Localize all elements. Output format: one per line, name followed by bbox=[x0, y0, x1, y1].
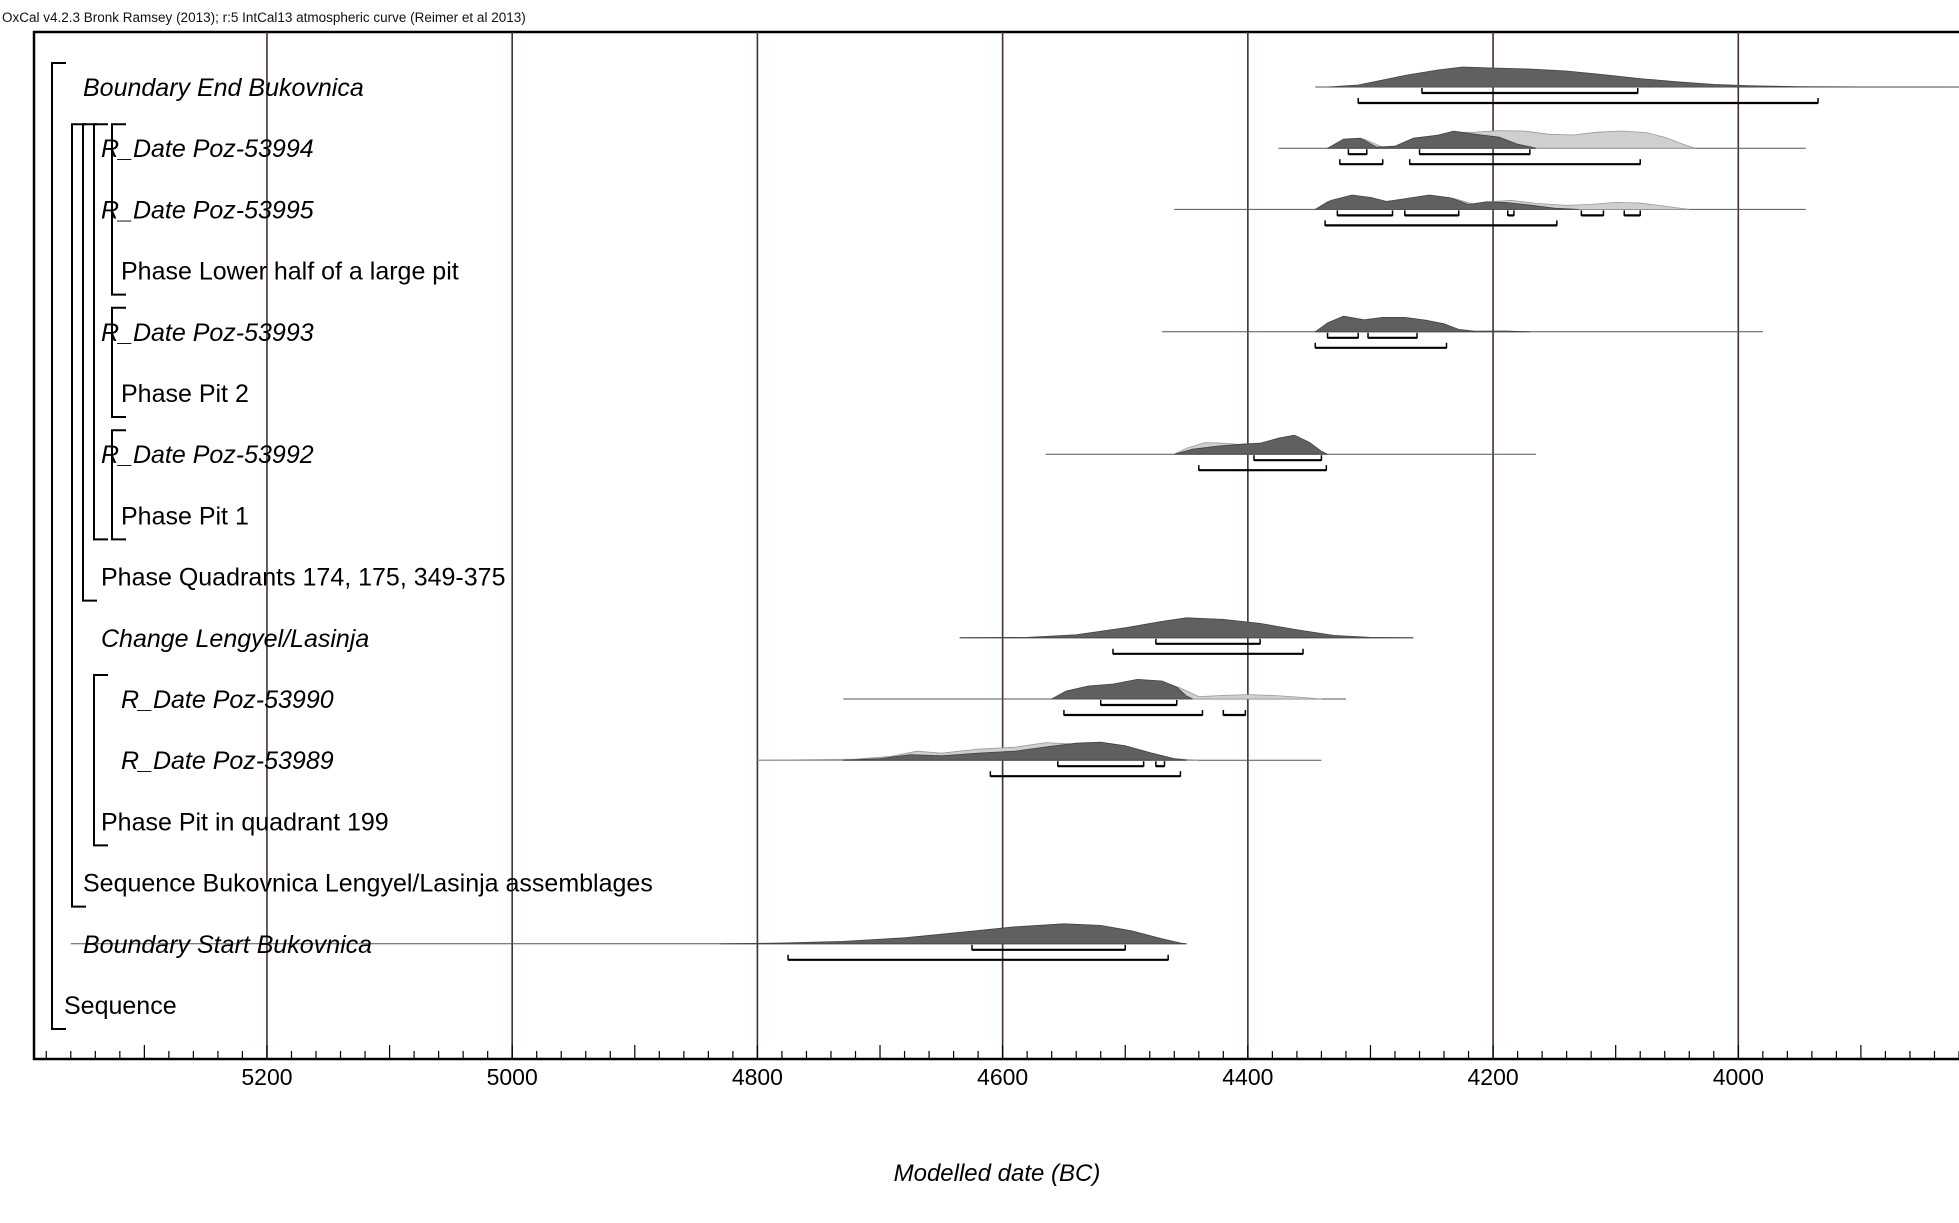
x-axis-label: Modelled date (BC) bbox=[894, 1160, 1101, 1187]
hierarchy-bracket bbox=[71, 123, 86, 908]
x-tick-label: 5200 bbox=[241, 1064, 292, 1090]
chart-header-caption: OxCal v4.2.3 Bronk Ramsey (2013); r:5 In… bbox=[2, 10, 526, 25]
row-label: R_Date Poz-53995 bbox=[101, 196, 314, 224]
row-label: Sequence bbox=[64, 992, 177, 1020]
x-tick-label: 4000 bbox=[1713, 1064, 1764, 1090]
row-label: Phase Pit in quadrant 199 bbox=[101, 808, 389, 836]
hierarchy-bracket bbox=[93, 123, 108, 541]
row-label: Boundary End Bukovnica bbox=[83, 74, 364, 102]
x-tick-label: 4600 bbox=[977, 1064, 1028, 1090]
posterior-distribution bbox=[1326, 130, 1537, 149]
posterior-distribution bbox=[720, 923, 1187, 945]
hierarchy-bracket bbox=[111, 123, 126, 296]
row-label: Boundary Start Bukovnica bbox=[83, 931, 372, 959]
posterior-distribution bbox=[1051, 678, 1193, 700]
x-tick-label: 4400 bbox=[1222, 1064, 1273, 1090]
hierarchy-bracket bbox=[82, 123, 97, 602]
row-label: R_Date Poz-53993 bbox=[101, 319, 314, 347]
row-label: R_Date Poz-53989 bbox=[121, 747, 334, 775]
hierarchy-bracket bbox=[111, 429, 126, 541]
row-label: R_Date Poz-53994 bbox=[101, 135, 314, 163]
row-label: Phase Lower half of a large pit bbox=[121, 258, 459, 286]
row-label: Change Lengyel/Lasinja bbox=[101, 625, 369, 653]
posterior-distribution bbox=[1314, 315, 1530, 333]
row-label: R_Date Poz-53990 bbox=[121, 686, 334, 714]
hierarchy-bracket bbox=[111, 306, 126, 418]
hierarchy-bracket bbox=[93, 674, 108, 847]
posterior-distribution bbox=[959, 617, 1414, 639]
hierarchy-bracket bbox=[51, 62, 66, 1030]
row-label: Phase Pit 2 bbox=[121, 380, 249, 408]
posterior-distribution bbox=[1174, 434, 1328, 455]
posterior-distribution bbox=[843, 741, 1187, 761]
row-label: Phase Pit 1 bbox=[121, 502, 249, 530]
x-tick-label: 4800 bbox=[732, 1064, 783, 1090]
x-tick-label: 5000 bbox=[487, 1064, 538, 1090]
x-tick-label: 4200 bbox=[1467, 1064, 1518, 1090]
row-label: R_Date Poz-53992 bbox=[101, 441, 314, 469]
row-label: Sequence Bukovnica Lengyel/Lasinja assem… bbox=[83, 870, 653, 898]
plot-frame bbox=[32, 30, 1959, 1061]
posterior-distribution bbox=[1313, 194, 1579, 210]
row-label: Phase Quadrants 174, 175, 349-375 bbox=[101, 564, 505, 592]
posterior-distribution bbox=[1327, 66, 1959, 88]
